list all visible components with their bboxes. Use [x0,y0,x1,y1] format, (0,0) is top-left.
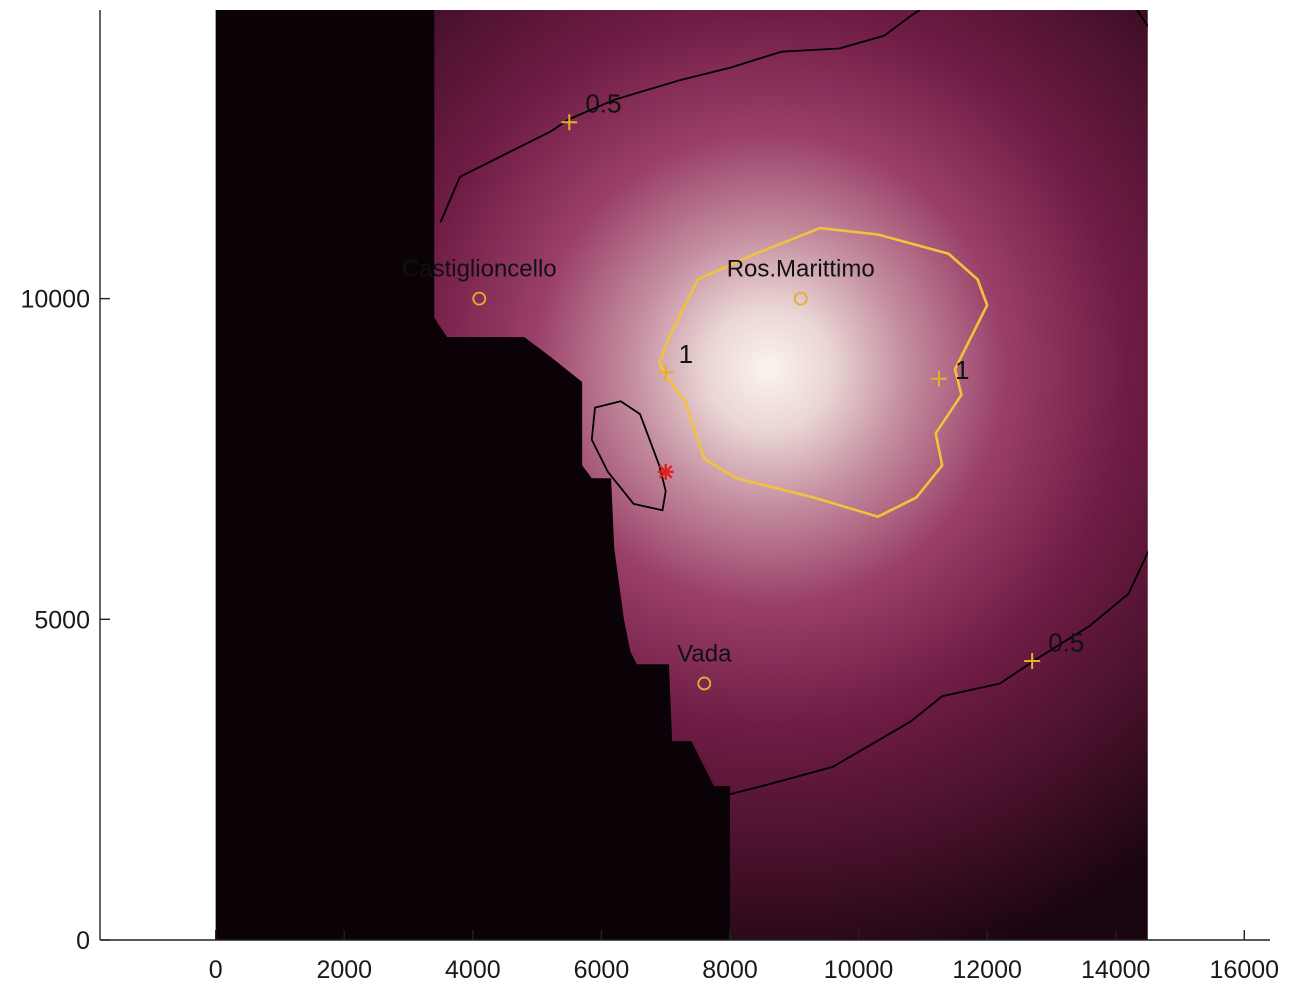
place-marker [697,676,712,691]
x-tick-label: 4000 [445,956,501,984]
contour-line-0.5-1 [1136,10,1148,27]
x-tick-label: 0 [209,956,223,984]
place-marker [793,291,808,306]
x-tick-label: 14000 [1081,956,1151,984]
x-tick-label: 2000 [316,956,372,984]
x-tick-label: 16000 [1210,956,1280,984]
y-tick-label: 0 [76,927,90,955]
contour-layer [439,10,1148,797]
x-tick-label: 12000 [952,956,1022,984]
contour-level-label: 1 [955,355,969,385]
contour-label-marker [1024,653,1041,669]
x-tick-label: 10000 [824,956,894,984]
y-axis-ticks: 0 5000 10000 [20,286,110,955]
plot-area [215,10,1148,940]
contour-line-1-0 [657,226,989,518]
land-mass [215,10,730,940]
contour-line-0.5-0 [439,10,922,223]
contour-line-0.5-2 [722,550,1148,797]
place-label: Ros.Marittimo [727,256,875,283]
contour-level-label: 1 [679,339,693,369]
place-label: Vada [677,640,732,667]
source-marker [657,463,674,480]
contour-line-island-0 [590,400,667,512]
place-label: Castiglioncello [402,256,557,283]
x-tick-label: 8000 [702,956,758,984]
marker-layer: 0.5 0.5 1 1 [561,89,1084,669]
y-tick-label: 5000 [34,606,90,634]
contour-label-marker [561,114,578,131]
place-marker [472,291,487,306]
y-tick-label: 10000 [20,286,90,314]
contour-level-label: 0.5 [585,89,621,119]
x-tick-label: 6000 [574,956,630,984]
contour-level-label: 0.5 [1048,627,1084,657]
contour-label-marker [930,370,947,387]
contour-label-marker [657,364,674,381]
x-axis-ticks: 0 2000 4000 6000 8000 10000 12000 14000 16000 [209,930,1279,984]
place-layer: Castiglioncello Ros.Marittimo Vada [402,256,875,691]
